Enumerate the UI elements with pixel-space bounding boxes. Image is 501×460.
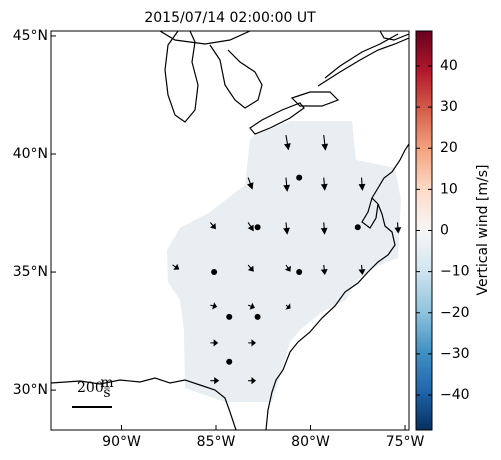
- colorbar-label: Vertical wind [m/s]: [475, 165, 491, 296]
- wind-vector: [226, 358, 233, 365]
- wind-vector: [172, 263, 180, 270]
- wind-vector: [296, 269, 303, 276]
- wind-vector: [354, 224, 361, 231]
- colorbar-tick-label: −10: [440, 264, 470, 280]
- wind-vector: [283, 177, 291, 192]
- wind-field: [167, 121, 401, 402]
- wind-vector: [247, 177, 254, 190]
- wind-vector: [247, 264, 254, 272]
- colorbar-tick-label: −30: [440, 346, 470, 362]
- wind-vector: [320, 264, 328, 276]
- scale-unit-num: m: [100, 375, 113, 391]
- wind-vector: [226, 313, 233, 320]
- y-tick-label: 35°N: [13, 264, 48, 280]
- wind-vector: [247, 302, 255, 310]
- wind-vector: [209, 222, 216, 230]
- wind-vector: [247, 222, 254, 232]
- wind-vector: [284, 264, 291, 272]
- y-tick-label: 30°N: [13, 382, 48, 398]
- wind-vector: [210, 377, 220, 385]
- lake-ontario: [290, 91, 340, 107]
- scale-unit-den: s: [103, 385, 110, 401]
- wind-vector: [320, 222, 328, 235]
- x-tick-label: 75°W: [386, 434, 425, 450]
- chesapeake: [361, 197, 379, 229]
- map-frame: [50, 30, 410, 431]
- wind-vector: [321, 135, 329, 151]
- x-tick-label: 90°W: [102, 434, 141, 450]
- lake-superior: [159, 31, 251, 45]
- colorbar-tick-label: 0: [440, 223, 449, 239]
- lake-erie: [249, 102, 305, 135]
- lake-huron: [209, 44, 263, 109]
- colorbar-tick-label: 30: [440, 99, 458, 115]
- y-tick-label: 45°N: [13, 28, 48, 44]
- colorbar-tick-label: −40: [440, 387, 470, 403]
- coastline: [51, 143, 409, 430]
- wind-vector: [254, 224, 261, 231]
- wind-vector: [285, 303, 291, 310]
- st-lawrence: [317, 33, 409, 87]
- wind-vector: [358, 264, 366, 276]
- new-england-coast: [379, 31, 409, 41]
- wind-vector: [248, 377, 257, 385]
- colorbar-tick-label: 40: [440, 58, 458, 74]
- wind-vector: [254, 313, 261, 320]
- map: [51, 31, 409, 430]
- colorbar-tick-label: 10: [440, 181, 458, 197]
- scale-value: 200: [77, 380, 104, 396]
- wind-vector: [358, 177, 366, 191]
- x-tick-label: 85°W: [197, 434, 236, 450]
- colorbar-tick-label: 20: [440, 140, 458, 156]
- wind-vector: [320, 177, 328, 191]
- colorbar-tick-label: −20: [440, 305, 470, 321]
- lake-michigan: [164, 31, 199, 123]
- wind-vector: [210, 339, 219, 347]
- wind-vector: [284, 135, 291, 151]
- chart-title: 2015/07/14 02:00:00 UT: [144, 10, 316, 26]
- wind-vector: [296, 174, 303, 181]
- wind-vector: [210, 302, 218, 310]
- wind-vector: [394, 222, 402, 234]
- y-tick-label: 40°N: [13, 146, 48, 162]
- wind-vector: [211, 269, 218, 276]
- wind-vector: [248, 339, 257, 347]
- wind-vector: [283, 222, 290, 235]
- x-tick-label: 80°W: [291, 434, 330, 450]
